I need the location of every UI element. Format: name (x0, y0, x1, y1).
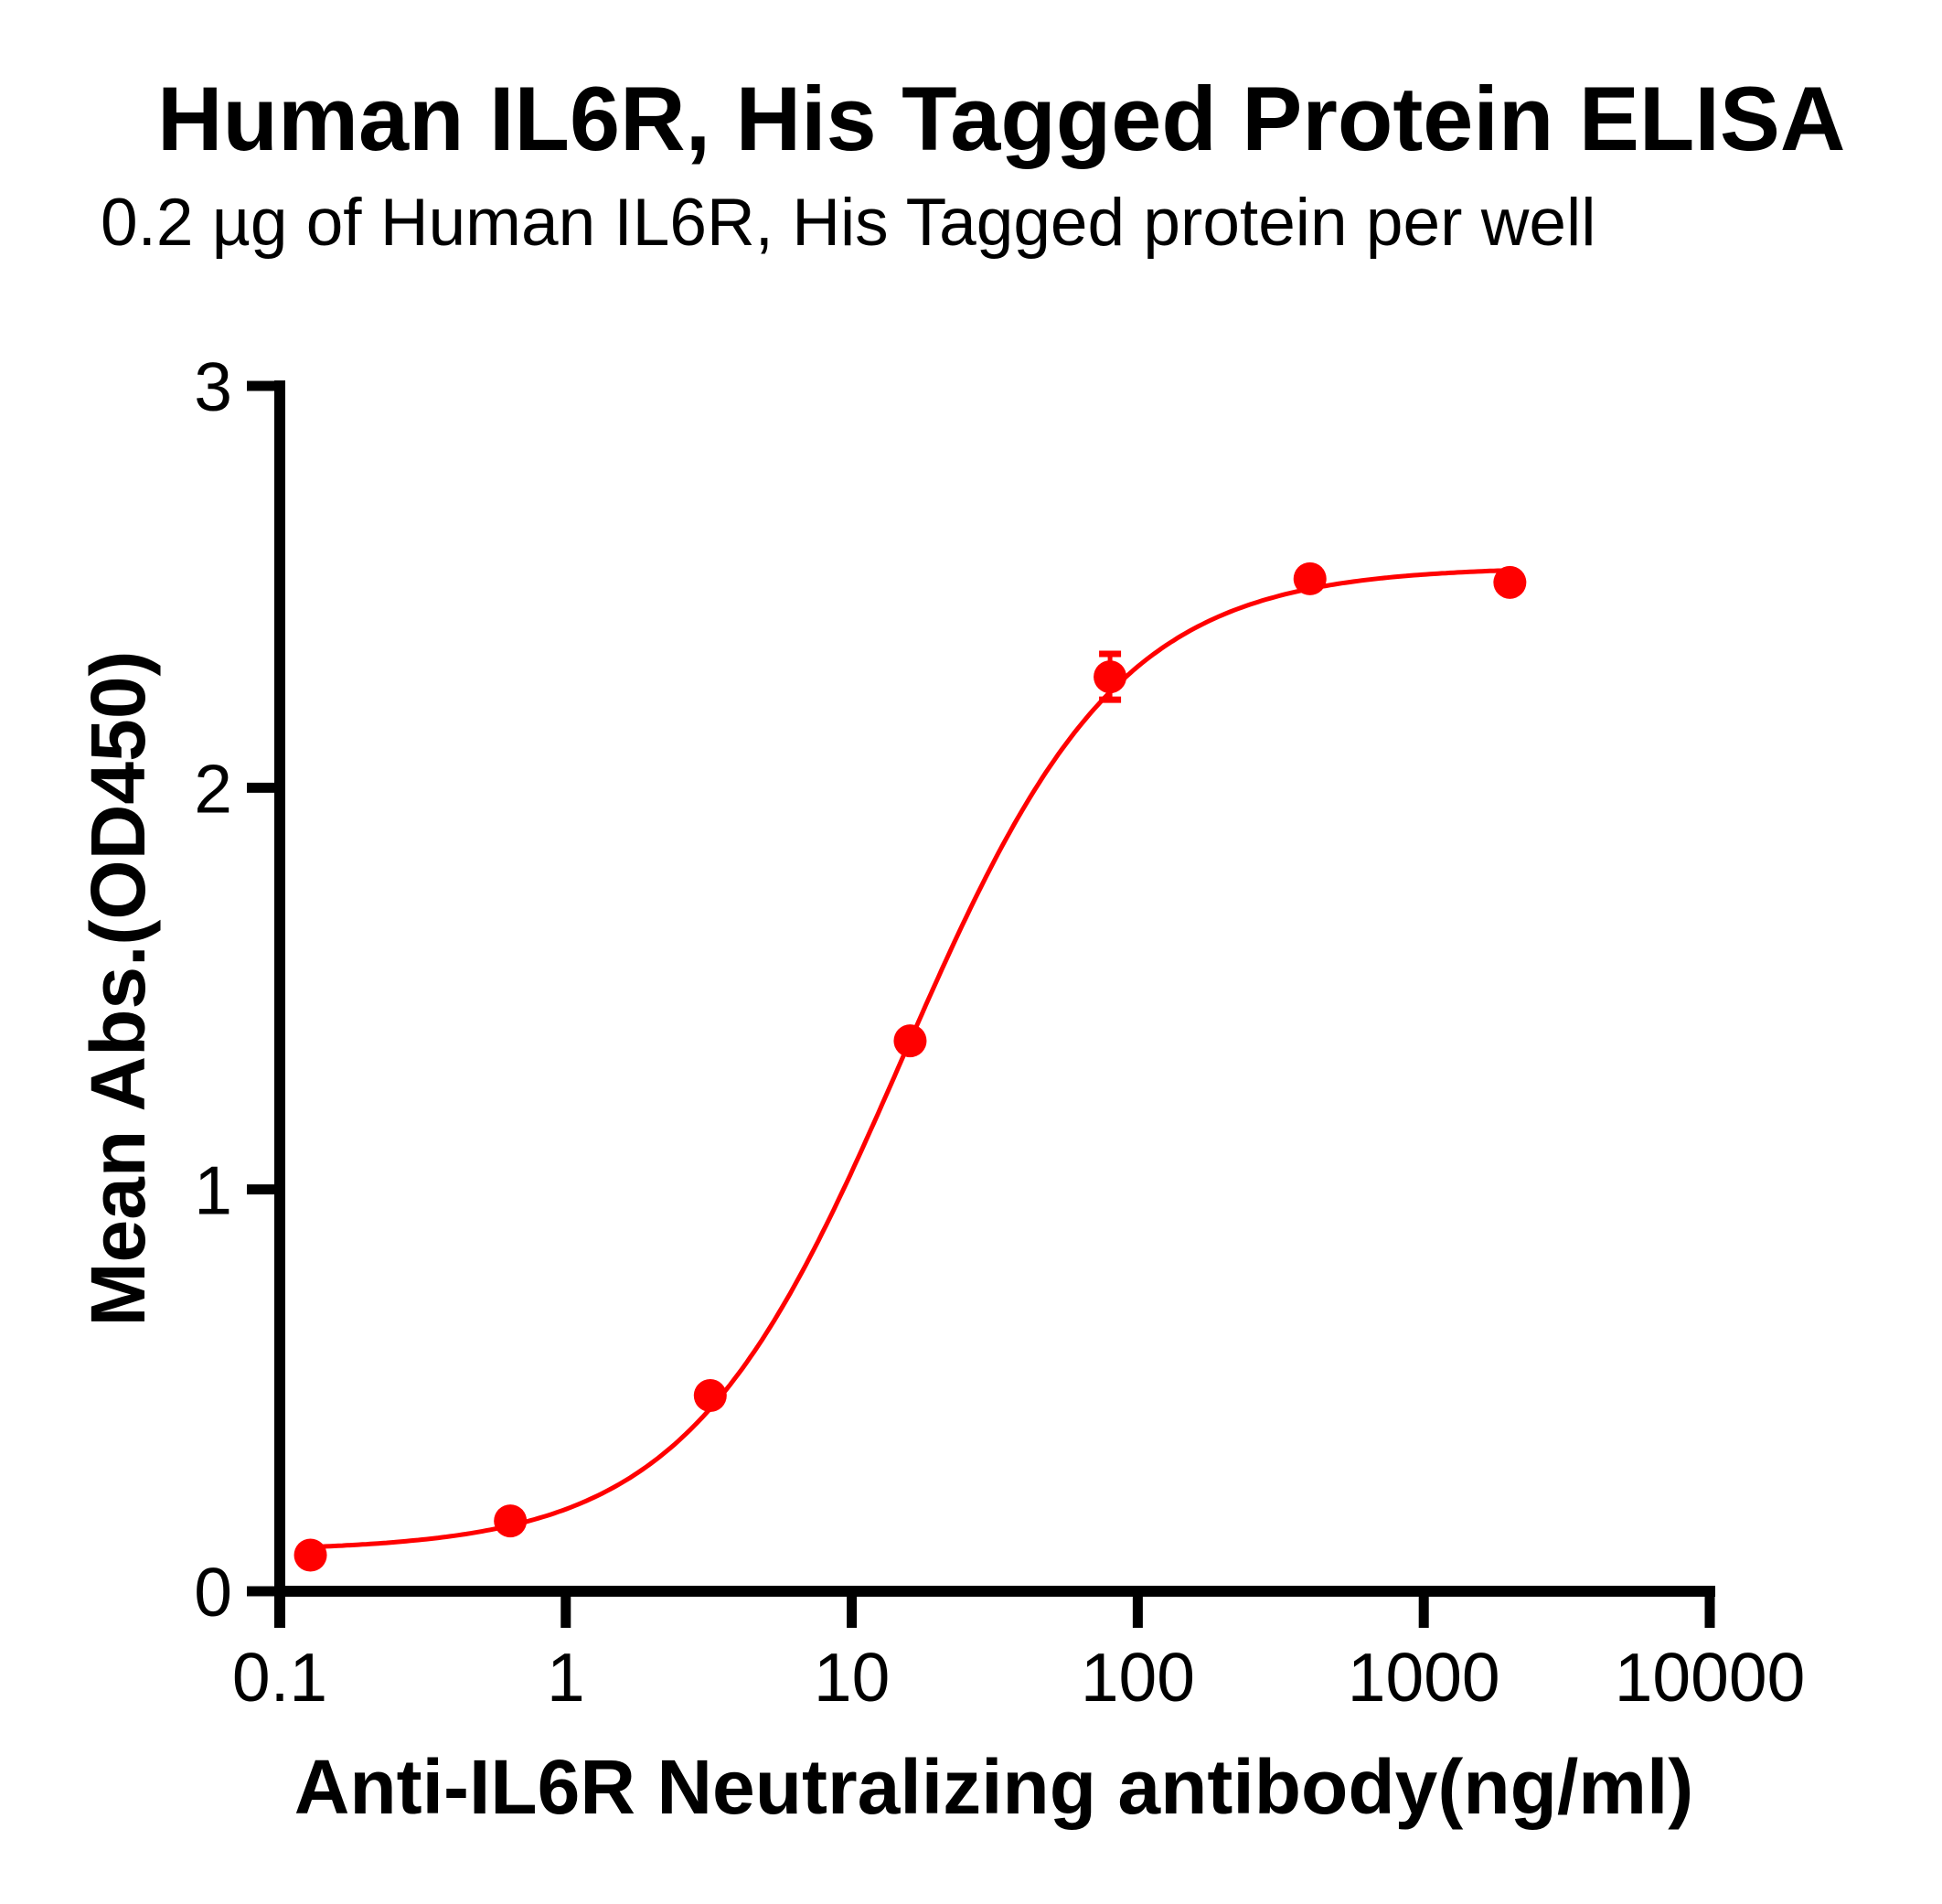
axes (274, 380, 1715, 1628)
x-tick-label: 10 (814, 1639, 890, 1716)
y-axis-label: Mean Abs.(OD450) (75, 650, 161, 1327)
x-tick-label: 0.1 (232, 1639, 327, 1716)
data-point (1094, 660, 1127, 694)
data-point (494, 1504, 528, 1538)
y-tick-label: 3 (194, 348, 232, 425)
x-axis-ticks: 0.1 1 10 100 1000 10000 (232, 1591, 1805, 1716)
x-tick-label: 1 (547, 1639, 585, 1716)
x-tick-label: 10000 (1615, 1639, 1806, 1716)
y-tick-label: 1 (194, 1152, 232, 1229)
y-tick-label: 0 (194, 1554, 232, 1631)
data-point (893, 1024, 927, 1058)
data-point (693, 1379, 727, 1413)
data-point (1293, 562, 1327, 595)
data-point (1493, 565, 1527, 599)
fit-curve (310, 568, 1510, 1550)
chart-title: Human IL6R, His Tagged Protein ELISA (157, 68, 1846, 169)
data-point (293, 1538, 327, 1572)
x-tick-label: 100 (1081, 1639, 1195, 1716)
y-axis-ticks: 0 1 2 3 (194, 348, 280, 1631)
chart-subtitle: 0.2 µg of Human IL6R, His Tagged protein… (101, 186, 1596, 260)
data-points (293, 562, 1527, 1572)
y-tick-label: 2 (194, 750, 232, 827)
x-axis-label: Anti-IL6R Neutralizing antibody(ng/ml) (293, 1744, 1694, 1830)
x-tick-label: 1000 (1348, 1639, 1500, 1716)
